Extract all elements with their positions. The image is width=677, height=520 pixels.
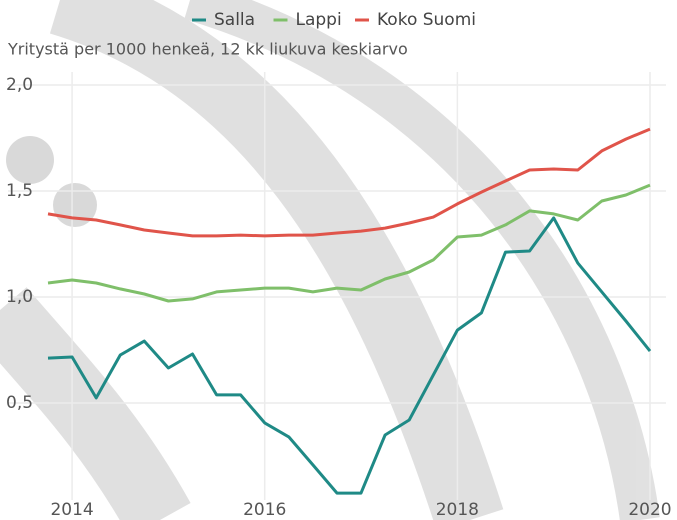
watermark [0,0,640,520]
subtitle: Yritystä per 1000 henkeä, 12 kk liukuva … [7,40,408,59]
y-tick-label: 1,0 [6,287,33,307]
legend: Salla Lappi Koko Suomi [192,10,476,30]
watermark-dot [6,136,54,184]
chart: Yritystä per 1000 henkeä, 12 kk liukuva … [0,0,677,520]
x-tick-label: 2018 [436,500,479,520]
y-tick-label: 1,5 [6,181,33,201]
x-tick-label: 2020 [628,500,671,520]
y-tick-label: 2,0 [6,75,33,95]
y-tick-label: 0,5 [6,393,33,413]
x-tick-label: 2016 [243,500,286,520]
legend-label: Salla [214,10,255,30]
legend-label: Koko Suomi [377,10,476,30]
x-tick-label: 2014 [50,500,93,520]
watermark-band [0,310,160,520]
legend-label: Lappi [296,10,342,30]
